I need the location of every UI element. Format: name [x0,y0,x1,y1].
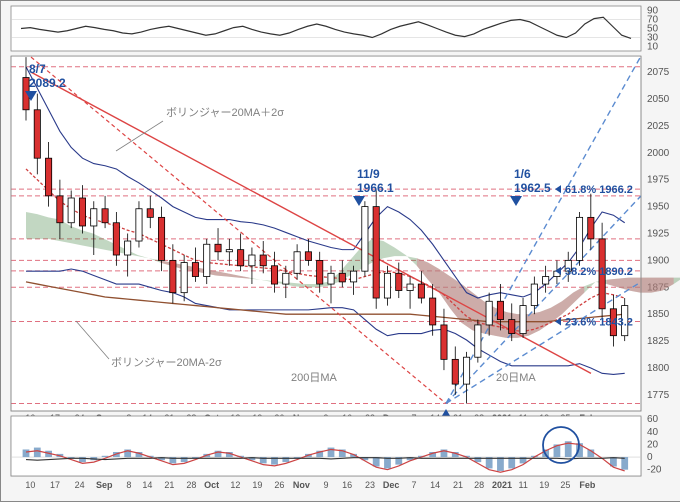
svg-text:60: 60 [647,414,659,425]
svg-text:2075: 2075 [647,67,670,78]
svg-text:Dec: Dec [383,480,400,490]
svg-text:8: 8 [126,480,131,490]
svg-text:28: 28 [186,480,196,490]
svg-text:200日MA: 200日MA [291,372,338,384]
svg-text:7: 7 [412,480,417,490]
svg-text:25: 25 [560,480,570,490]
svg-text:1800: 1800 [647,363,670,374]
chart-container: 1030507090177518001825185018751900192519… [0,0,680,502]
svg-text:1825: 1825 [647,336,670,347]
svg-text:14: 14 [430,480,440,490]
svg-text:ボリンジャー20MA-2σ: ボリンジャー20MA-2σ [111,356,222,369]
svg-text:61.8% 1966.2: 61.8% 1966.2 [565,184,633,196]
svg-text:12: 12 [230,480,240,490]
svg-text:2025: 2025 [647,121,670,132]
svg-text:23.6% 1843.2: 23.6% 1843.2 [565,316,633,328]
svg-text:17: 17 [50,480,60,490]
svg-text:16: 16 [342,480,352,490]
svg-text:40: 40 [647,427,659,438]
svg-text:10: 10 [25,480,35,490]
svg-text:11/9: 11/9 [357,167,380,181]
svg-text:2021: 2021 [492,480,512,490]
svg-text:24: 24 [75,480,85,490]
svg-text:Oct: Oct [204,480,219,490]
svg-text:9: 9 [324,480,329,490]
svg-text:38.2% 1890.2: 38.2% 1890.2 [565,266,633,278]
svg-text:21: 21 [164,480,174,490]
svg-text:1850: 1850 [647,309,670,320]
svg-text:1/6: 1/6 [514,167,531,181]
svg-text:2050: 2050 [647,94,670,105]
svg-text:0: 0 [647,452,653,463]
svg-text:19: 19 [252,480,262,490]
svg-text:26: 26 [274,480,284,490]
chart-svg: 1030507090177518001825185018751900192519… [1,1,680,501]
svg-text:23: 23 [365,480,375,490]
svg-text:1975: 1975 [647,175,670,186]
svg-text:28: 28 [474,480,484,490]
svg-text:14: 14 [142,480,152,490]
svg-text:19: 19 [539,480,549,490]
svg-text:ボリンジャー20MA＋2σ: ボリンジャー20MA＋2σ [166,106,284,119]
svg-text:90: 90 [647,6,659,17]
svg-text:Nov: Nov [293,480,310,490]
svg-text:1950: 1950 [647,202,670,213]
svg-text:1900: 1900 [647,255,670,266]
svg-text:1925: 1925 [647,229,670,240]
svg-text:8/7: 8/7 [29,62,46,76]
svg-text:1962.5: 1962.5 [514,181,551,195]
svg-text:21: 21 [453,480,463,490]
svg-text:2089.2: 2089.2 [29,76,66,90]
svg-text:11: 11 [518,480,527,490]
svg-text:1775: 1775 [647,390,670,401]
svg-text:20: 20 [647,439,659,450]
svg-text:-20: -20 [647,465,662,476]
svg-text:2000: 2000 [647,148,670,159]
svg-text:20日MA: 20日MA [496,372,536,384]
svg-text:Sep: Sep [96,480,113,490]
svg-text:1966.1: 1966.1 [357,181,394,195]
svg-text:Feb: Feb [579,480,596,490]
